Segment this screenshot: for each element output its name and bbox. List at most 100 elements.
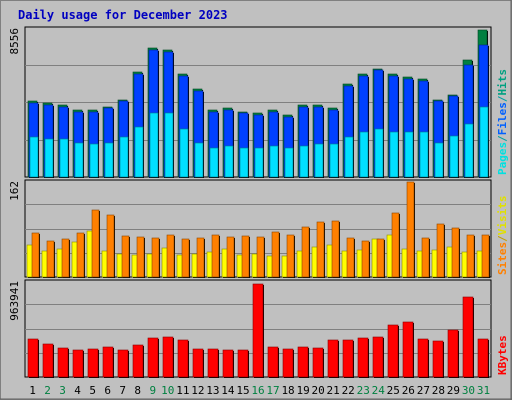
bar-hits-pages-day-4 (74, 142, 84, 178)
bar-kbytes-kbytes-day-7 (117, 349, 129, 378)
day-label-12: 12 (191, 384, 204, 397)
bar-kbytes-kbytes-day-13 (207, 348, 219, 378)
legend-hits-item-2: Files (496, 102, 509, 135)
bar-hits-pages-day-7 (119, 136, 129, 178)
bar-visits-sites-day-27 (421, 237, 430, 278)
legend-visits-item-2: Visits (496, 196, 509, 236)
legend-hits-item-1: / (496, 135, 509, 142)
day-label-2: 2 (44, 384, 51, 397)
bar-kbytes-kbytes-day-11 (177, 339, 189, 378)
bar-kbytes-kbytes-day-24 (372, 336, 384, 378)
day-label-10: 10 (161, 384, 174, 397)
bar-kbytes-kbytes-day-2 (42, 343, 54, 378)
bar-visits-sites-day-28 (436, 223, 445, 278)
bar-visits-sites-day-7 (121, 235, 130, 278)
bar-hits-pages-day-16 (254, 147, 264, 178)
bar-kbytes-kbytes-day-26 (402, 321, 414, 378)
day-label-14: 14 (221, 384, 235, 397)
bar-kbytes-kbytes-day-21 (327, 339, 339, 378)
bar-visits-sites-day-12 (196, 237, 205, 278)
bar-hits-pages-day-30 (464, 123, 474, 178)
bar-hits-pages-day-14 (224, 145, 234, 178)
bar-hits-pages-day-10 (164, 112, 174, 178)
bar-visits-sites-day-31 (481, 234, 490, 278)
legend-visits-item-0: Sites (496, 242, 509, 275)
bar-visits-sites-day-8 (136, 236, 145, 278)
bar-hits-pages-day-9 (149, 112, 159, 178)
day-label-31: 31 (477, 384, 490, 397)
bar-kbytes-kbytes-day-1 (27, 338, 39, 378)
bar-hits-pages-day-19 (299, 145, 309, 178)
legend-visits: Sites/Visits (496, 196, 509, 276)
bar-kbytes-kbytes-day-4 (72, 349, 84, 378)
day-label-28: 28 (432, 384, 445, 397)
bar-kbytes-kbytes-day-8 (132, 344, 144, 378)
bar-hits-pages-day-23 (359, 131, 369, 178)
bar-hits-pages-day-1 (29, 136, 39, 178)
bar-kbytes-kbytes-day-28 (432, 340, 444, 378)
bar-visits-sites-day-1 (31, 232, 40, 278)
bar-kbytes-kbytes-day-16 (252, 283, 264, 378)
bar-hits-pages-day-11 (179, 128, 189, 178)
day-label-27: 27 (417, 384, 430, 397)
day-label-16: 16 (251, 384, 264, 397)
bar-visits-sites-day-9 (151, 237, 160, 278)
day-label-19: 19 (296, 384, 309, 397)
bar-kbytes-kbytes-day-31 (477, 338, 489, 378)
max-label-kbytes: 963941 (8, 281, 21, 321)
bar-visits-sites-day-20 (316, 221, 325, 278)
bar-hits-pages-day-20 (314, 143, 324, 178)
legend-visits-item-1: / (496, 235, 509, 242)
day-label-23: 23 (357, 384, 370, 397)
day-label-11: 11 (176, 384, 189, 397)
day-label-15: 15 (236, 384, 249, 397)
bar-kbytes-kbytes-day-5 (87, 348, 99, 378)
bar-visits-sites-day-10 (166, 234, 175, 278)
day-label-7: 7 (119, 384, 126, 397)
bar-kbytes-kbytes-day-23 (357, 337, 369, 378)
bar-visits-sites-day-25 (391, 212, 400, 278)
legend-hits-item-4: Hits (496, 69, 509, 96)
legend-hits-item-0: Pages (496, 142, 509, 175)
max-label-visits: 162 (8, 181, 21, 201)
bar-visits-sites-day-30 (466, 234, 475, 278)
bar-hits-pages-day-8 (134, 126, 144, 178)
bar-visits-sites-day-26 (406, 181, 415, 278)
day-label-4: 4 (74, 384, 81, 397)
bar-kbytes-kbytes-day-17 (267, 346, 279, 378)
day-label-5: 5 (89, 384, 96, 397)
bar-visits-sites-day-14 (226, 236, 235, 278)
day-label-26: 26 (402, 384, 415, 397)
bar-hits-pages-day-24 (374, 128, 384, 178)
bar-visits-sites-day-13 (211, 234, 220, 278)
bar-hits-pages-day-12 (194, 142, 204, 178)
bar-kbytes-kbytes-day-30 (462, 296, 474, 378)
bar-hits-pages-day-13 (209, 147, 219, 178)
bar-kbytes-kbytes-day-25 (387, 324, 399, 378)
day-label-3: 3 (59, 384, 66, 397)
chart-panels: 8556Pages/Files/Hits162Sites/Visits96394… (8, 26, 509, 378)
bar-visits-sites-day-17 (271, 231, 280, 278)
day-label-24: 24 (372, 384, 386, 397)
day-label-22: 22 (342, 384, 355, 397)
day-label-20: 20 (312, 384, 325, 397)
bar-hits-pages-day-3 (59, 138, 69, 178)
bar-hits-pages-day-15 (239, 147, 249, 178)
bar-kbytes-kbytes-day-22 (342, 339, 354, 378)
day-label-8: 8 (134, 384, 141, 397)
legend-kbytes: KBytes (496, 335, 509, 375)
day-label-18: 18 (281, 384, 294, 397)
bar-visits-sites-day-22 (346, 237, 355, 278)
bar-kbytes-kbytes-day-6 (102, 346, 114, 378)
legend-kbytes-item-0: KBytes (496, 335, 509, 375)
bar-visits-sites-day-24 (376, 238, 385, 278)
bar-visits-sites-day-16 (256, 236, 265, 278)
legend-hits: Pages/Files/Hits (496, 69, 509, 175)
bar-visits-sites-day-4 (76, 232, 85, 278)
day-label-6: 6 (104, 384, 111, 397)
bar-hits-pages-day-21 (329, 143, 339, 178)
day-label-9: 9 (149, 384, 156, 397)
bar-hits-pages-day-17 (269, 145, 279, 178)
